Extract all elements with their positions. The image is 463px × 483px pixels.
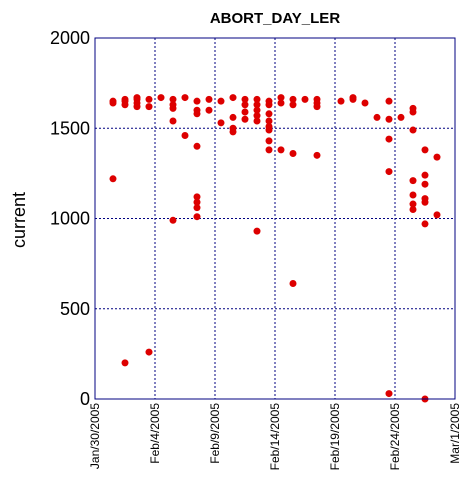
data-point (193, 198, 201, 206)
data-point (265, 101, 273, 109)
data-point (265, 117, 273, 125)
data-point (313, 103, 321, 111)
data-point (253, 112, 261, 120)
plot-frame (94, 37, 456, 400)
data-point (169, 104, 177, 112)
y-tick-label: 500 (60, 299, 90, 319)
data-point (241, 115, 249, 123)
data-point (133, 94, 141, 102)
data-point (253, 106, 261, 114)
data-point (265, 146, 273, 154)
data-point (289, 279, 297, 287)
data-point (385, 390, 393, 398)
data-point (409, 191, 417, 199)
x-tick-label: Feb/19/2005 (328, 403, 342, 471)
data-point (385, 115, 393, 123)
data-point (121, 359, 129, 367)
data-point (289, 101, 297, 109)
data-point (181, 131, 189, 139)
data-point (193, 97, 201, 105)
data-point (433, 153, 441, 161)
data-point (277, 94, 285, 102)
data-points (109, 94, 441, 403)
data-point (145, 95, 153, 103)
data-point (421, 180, 429, 188)
y-tick-label: 1500 (50, 118, 90, 138)
data-point (265, 126, 273, 134)
data-point (421, 220, 429, 228)
data-point (301, 95, 309, 103)
grid-lines (95, 38, 455, 399)
data-point (337, 97, 345, 105)
data-point (409, 177, 417, 185)
data-point (289, 150, 297, 158)
data-point (409, 126, 417, 134)
x-tick-label: Feb/14/2005 (268, 403, 282, 471)
data-point (193, 142, 201, 150)
data-point (385, 135, 393, 143)
data-point (409, 205, 417, 213)
data-point (109, 97, 117, 105)
y-tick-label: 0 (80, 389, 90, 409)
data-point (265, 110, 273, 118)
data-point (229, 128, 237, 136)
data-point (145, 348, 153, 356)
data-point (181, 94, 189, 102)
data-point (253, 101, 261, 109)
data-point (193, 213, 201, 221)
data-point (373, 113, 381, 121)
data-point (397, 113, 405, 121)
data-point (169, 95, 177, 103)
x-tick-label: Mar/1/2005 (448, 403, 462, 464)
data-point (253, 117, 261, 125)
data-point (205, 95, 213, 103)
data-point (421, 198, 429, 206)
data-point (253, 95, 261, 103)
data-point (241, 95, 249, 103)
data-point (385, 168, 393, 176)
data-point (409, 200, 417, 208)
x-tick-label: Feb/4/2005 (148, 403, 162, 464)
data-point (193, 193, 201, 201)
data-point (289, 95, 297, 103)
data-point (277, 146, 285, 154)
data-point (157, 94, 165, 102)
data-point (193, 204, 201, 212)
data-point (241, 101, 249, 109)
data-point (169, 117, 177, 125)
chart-title: ABORT_DAY_LER (210, 10, 340, 27)
data-point (241, 108, 249, 116)
data-point (313, 151, 321, 159)
data-point (385, 97, 393, 105)
data-point (145, 103, 153, 111)
y-axis-label: current (9, 192, 29, 248)
y-axis-ticks: 0 500 1000 1500 2000 (50, 28, 90, 409)
data-point (433, 211, 441, 219)
data-point (277, 99, 285, 107)
data-point (253, 227, 261, 235)
data-point (265, 137, 273, 145)
data-point (361, 99, 369, 107)
data-point (229, 113, 237, 121)
y-tick-label: 2000 (50, 28, 90, 48)
x-tick-label: Feb/9/2005 (208, 403, 222, 464)
data-point (109, 175, 117, 183)
data-point (217, 119, 225, 127)
y-tick-label: 1000 (50, 209, 90, 229)
data-point (121, 95, 129, 103)
data-point (229, 94, 237, 102)
x-tick-label: Feb/24/2005 (388, 403, 402, 471)
x-axis-ticks: Jan/30/2005 Feb/4/2005 Feb/9/2005 Feb/14/20… (88, 403, 462, 471)
data-point (205, 106, 213, 114)
data-point (169, 216, 177, 224)
x-tick-label: Jan/30/2005 (88, 403, 102, 469)
data-point (349, 95, 357, 103)
data-point (193, 110, 201, 118)
data-point (217, 97, 225, 105)
data-point (421, 171, 429, 179)
data-point (421, 146, 429, 154)
data-point (409, 108, 417, 116)
